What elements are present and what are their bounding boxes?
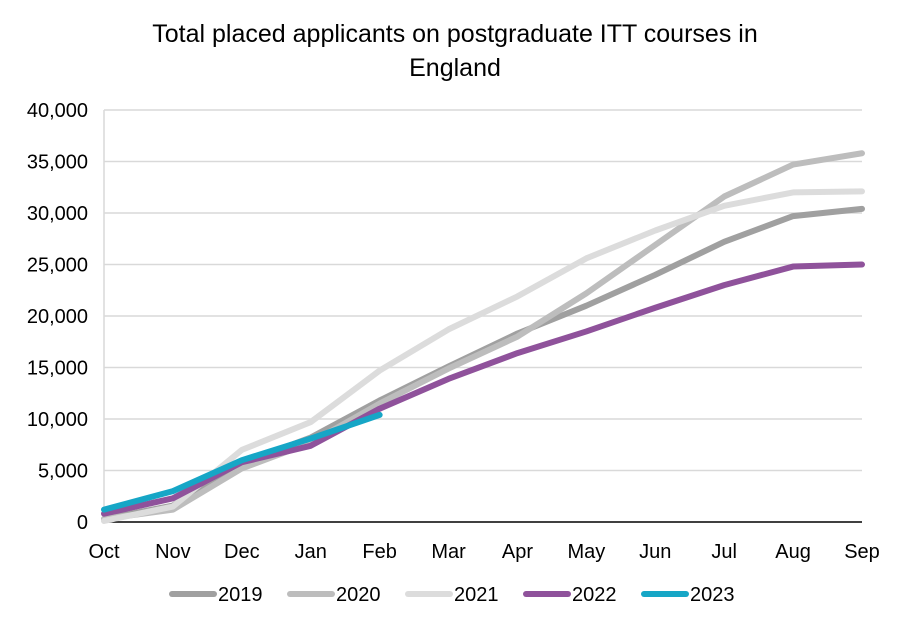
x-tick-label: Apr: [502, 541, 533, 563]
y-tick-label: 15,000: [27, 358, 88, 380]
x-tick-label: Oct: [88, 541, 120, 563]
x-tick-label: Aug: [775, 541, 811, 563]
x-tick-label: Jun: [639, 541, 671, 563]
x-tick-label: Dec: [224, 541, 260, 563]
series-lines: [101, 150, 865, 524]
legend-label-2022: 2022: [572, 584, 617, 606]
y-axis-ticks: 0 5,000 10,000 15,000 20,000 25,000 30,000 35,0…: [27, 100, 88, 534]
x-tick-label: Mar: [431, 541, 466, 563]
y-tick-label: 30,000: [27, 203, 88, 225]
legend-label-2021: 2021: [454, 584, 499, 606]
y-tick-label: 10,000: [27, 409, 88, 431]
x-tick-label: May: [567, 541, 605, 563]
chart-title-line-1: Total placed applicants on postgraduate …: [152, 20, 757, 48]
x-tick-label: Feb: [362, 541, 396, 563]
x-tick-label: Jan: [295, 541, 327, 563]
x-axis-ticks: Oct Nov Dec Jan Feb Mar Apr May Jun Jul Aug Sep: [88, 541, 879, 563]
legend-label-2020: 2020: [336, 584, 381, 606]
series-line-2022: [101, 261, 865, 517]
series-line-2020: [101, 150, 865, 522]
y-tick-label: 0: [77, 512, 88, 534]
y-tick-label: 35,000: [27, 152, 88, 174]
legend-label-2019: 2019: [218, 584, 263, 606]
legend: 2019 2020 2021 2022 2023: [169, 584, 735, 606]
series-line-2023: [101, 411, 383, 513]
y-tick-label: 25,000: [27, 255, 88, 277]
legend-label-2023: 2023: [690, 584, 735, 606]
x-tick-label: Nov: [155, 541, 191, 563]
x-tick-label: Sep: [844, 541, 880, 563]
y-tick-label: 5,000: [38, 461, 88, 483]
series-line-2021: [101, 188, 865, 524]
axes: [103, 110, 862, 523]
chart-title-line-2: England: [409, 54, 501, 82]
gridlines: [104, 109, 862, 472]
y-tick-label: 40,000: [27, 100, 88, 122]
y-tick-label: 20,000: [27, 306, 88, 328]
x-tick-label: Jul: [711, 541, 737, 563]
